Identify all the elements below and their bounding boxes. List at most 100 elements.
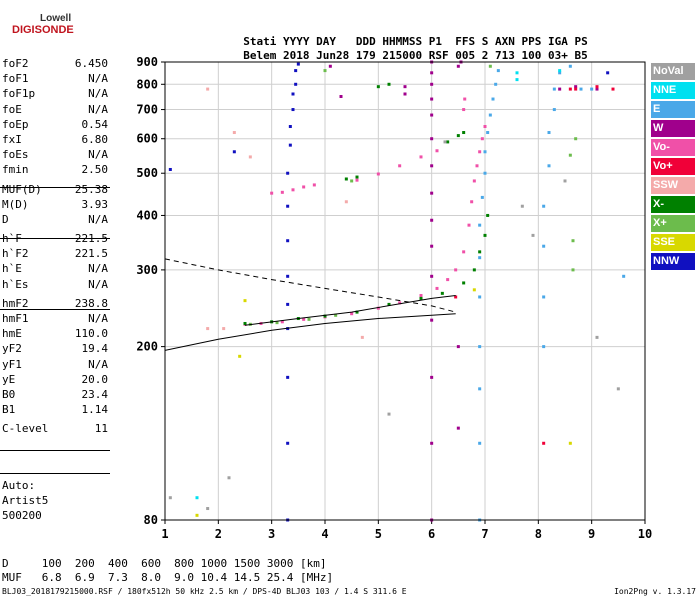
param-name: fxI [2, 132, 22, 146]
axis-labels: 1 2 3 4 5 6 7 8 9 10 80 200 300 400 500 600 700 800 900 [136, 55, 652, 541]
legend-item-noval: NoVal [651, 63, 695, 80]
param-value: N/A [88, 87, 108, 101]
data-point [288, 143, 292, 147]
hdr-value-s: 2 [481, 49, 489, 62]
param-name: yF2 [2, 342, 22, 356]
data-point [398, 164, 402, 168]
data-point [302, 185, 306, 189]
data-point [430, 375, 434, 379]
data-point [376, 306, 380, 310]
data-point [478, 250, 482, 254]
auto-artist: Artist5 [2, 494, 49, 507]
param-name: h`Es [2, 277, 29, 291]
param-name: foF2 [2, 57, 29, 70]
param-name: foEs [2, 148, 29, 162]
hdr-label-axn: AXN [495, 35, 515, 48]
divider [0, 473, 110, 474]
data-point [622, 274, 626, 278]
data-point [558, 69, 562, 73]
param-row: yF1 N/A [2, 357, 108, 372]
data-point [280, 190, 284, 194]
data-point [302, 317, 306, 321]
data-point [558, 71, 562, 75]
param-row: foF1 N/A [2, 71, 108, 86]
data-point [563, 179, 567, 183]
x-tick-label: 4 [321, 527, 328, 541]
param-value: N/A [88, 72, 108, 86]
footer-version: Ion2Png v. 1.3.17 [614, 587, 696, 596]
param-row: h`Es N/A [2, 277, 108, 292]
y-tick-label: 900 [136, 55, 158, 69]
profile-curve [164, 313, 456, 351]
data-point [312, 183, 316, 187]
param-value: 6.450 [74, 57, 108, 70]
header-labels: Stati YYYY DAY DDD HHMMSS P1 FFS S AXN P… [230, 22, 588, 48]
param-row: foEs N/A [2, 147, 108, 162]
header-values: Belem 2018 Jun28 179 215000 RSF 005 2 71… [230, 36, 588, 62]
param-name: D [2, 212, 9, 226]
data-point [248, 155, 252, 159]
data-point [454, 268, 458, 272]
data-point [291, 188, 295, 192]
data-point [195, 513, 199, 517]
data-point [238, 354, 242, 358]
data-point [430, 244, 434, 248]
param-row: hmF2 238.8 [2, 296, 108, 311]
data-point [387, 82, 391, 86]
param-value: 238.8 [74, 296, 108, 310]
data-point [462, 131, 466, 135]
data-point [243, 321, 247, 325]
data-point [478, 345, 482, 349]
data-point [483, 171, 487, 175]
hdr-label-day: DAY [316, 35, 336, 48]
data-point [387, 412, 391, 416]
param-value: 0.54 [81, 117, 109, 131]
param-name: foEp [2, 117, 29, 131]
data-point [376, 85, 380, 89]
param-value: 110.0 [74, 327, 108, 341]
param-value: N/A [88, 312, 108, 325]
data-point [403, 92, 407, 96]
legend-item-nnw: NNW [651, 253, 695, 270]
hdr-label-ddd: DDD [355, 35, 376, 48]
legend-item-vo-minus: Vo- [651, 139, 695, 156]
data-point [478, 441, 482, 445]
legend-item-x-plus: X+ [651, 215, 695, 232]
param-row: hmF1 N/A [2, 311, 108, 326]
data-point [232, 150, 236, 154]
data-point [350, 312, 354, 316]
data-point [195, 496, 199, 500]
hdr-label-ps: PS [574, 35, 588, 48]
param-row: MUF(D) 25.38 [2, 182, 108, 197]
data-point [275, 321, 279, 325]
y-tick-label: 600 [136, 132, 158, 146]
x-tick-label: 5 [375, 527, 382, 541]
data-point [478, 256, 482, 260]
data-point [419, 155, 423, 159]
data-point [595, 335, 599, 339]
data-point [552, 87, 556, 91]
data-point [296, 62, 300, 66]
data-point [568, 87, 572, 91]
hdr-label-pps: PPS [521, 35, 542, 48]
data-point [486, 213, 490, 217]
param-value: 3.93 [81, 197, 109, 211]
data-point [475, 164, 479, 168]
data-point [344, 177, 348, 181]
footer-file-info: BLJ03_2018179215000.RSF / 180fx512h 50 k… [2, 587, 407, 596]
param-name: foE [2, 102, 22, 116]
data-point [568, 64, 572, 68]
param-name: yE [2, 372, 16, 386]
data-point [478, 295, 482, 299]
data-point [430, 191, 434, 195]
param-row: M(D) 3.93 [2, 197, 108, 212]
data-point [168, 496, 172, 500]
param-name: fmin [2, 163, 29, 177]
param-value: 11 [94, 422, 108, 436]
data-point [496, 69, 500, 73]
data-point [542, 295, 546, 299]
hdr-value-ffs: 005 [455, 49, 476, 62]
data-point [616, 387, 620, 391]
